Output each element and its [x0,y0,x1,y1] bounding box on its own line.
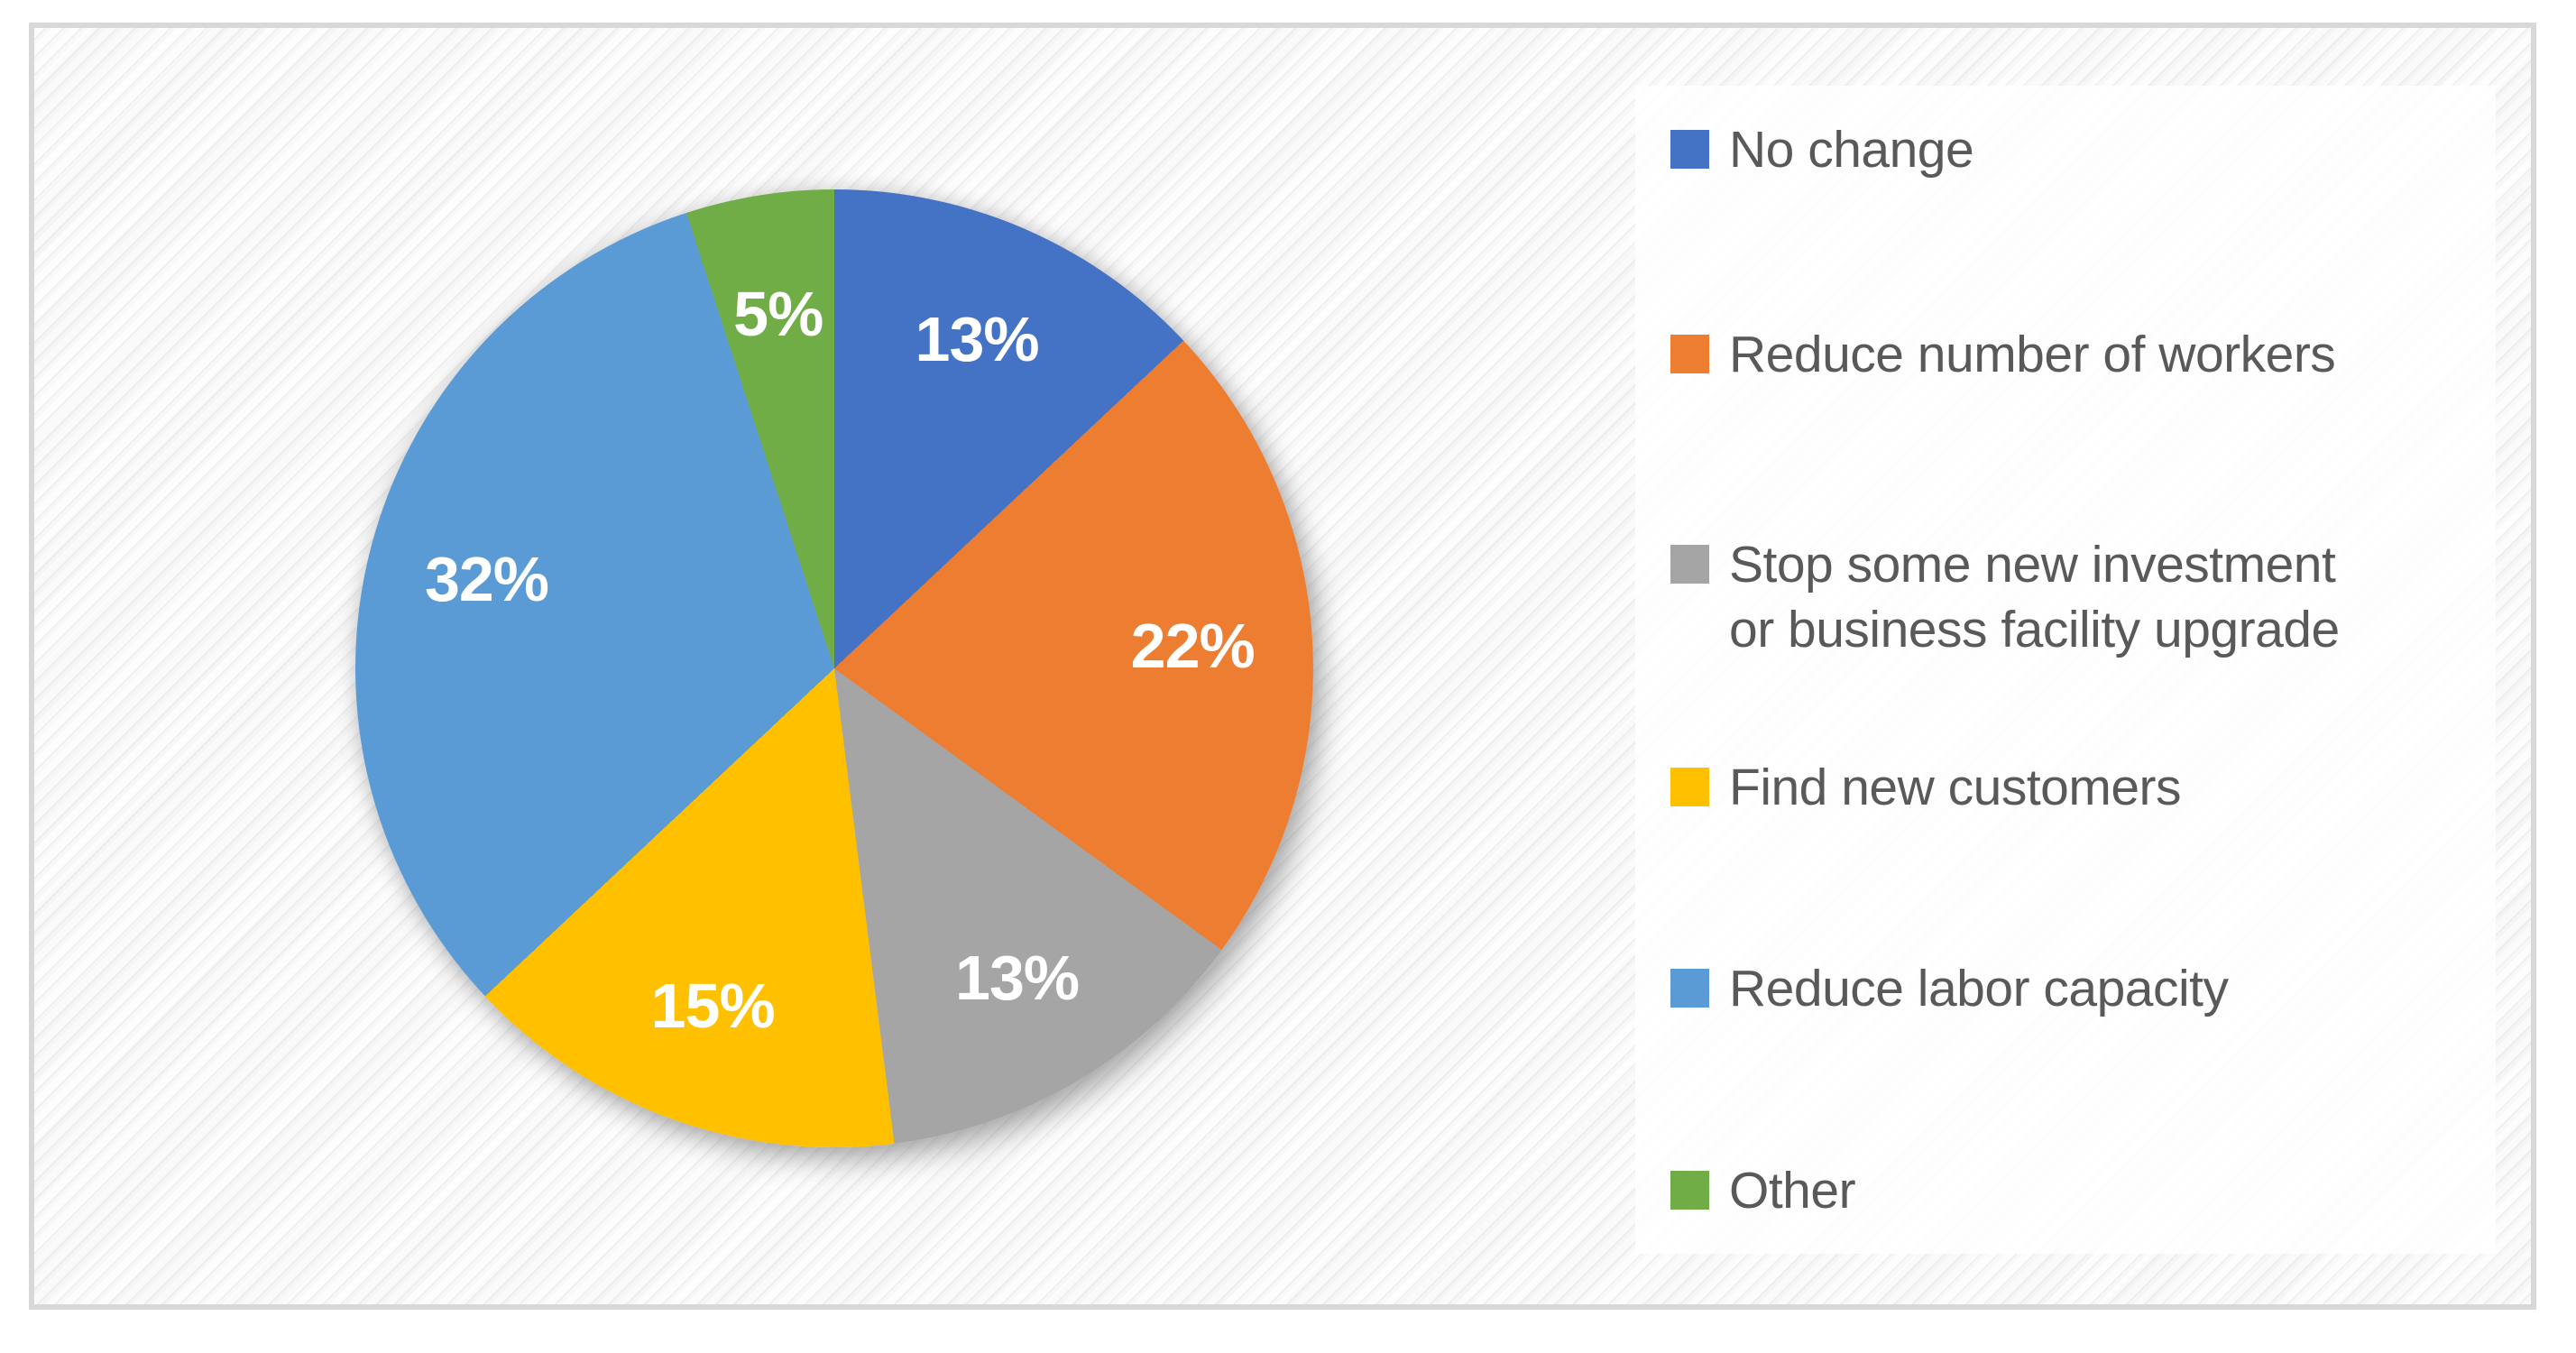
pie-data-label-no-change: 13% [915,303,1040,374]
legend-item-label: Stop some new investment or business faci… [1729,536,2340,658]
pie-data-label-other: 5% [733,278,823,349]
pie-data-label-find-new-customers: 15% [650,971,776,1042]
legend-swatch-icon [1670,545,1709,584]
legend-item-label: Reduce labor capacity [1729,960,2229,1017]
legend-item-stop-some-new-investment-or-business-fac: Stop some new investment or business faci… [1670,532,2473,662]
legend-item-label: Reduce number of workers [1729,326,2336,383]
pie-chart: 13% 22% 13% 15% 32% 5% [355,189,1313,1147]
chart-legend: No change Reduce number of workers Stop so… [1635,86,2496,1254]
legend-swatch-icon [1670,130,1709,169]
legend-item-reduce-number-of-workers: Reduce number of workers [1670,322,2473,387]
legend-swatch-icon [1670,1171,1709,1210]
legend-item-find-new-customers: Find new customers [1670,755,2473,820]
legend-item-reduce-labor-capacity: Reduce labor capacity [1670,956,2473,1021]
legend-swatch-icon [1670,768,1709,806]
legend-swatch-icon [1670,969,1709,1008]
pie-data-label-stop-some-new-investment-or-business-fac: 13% [955,942,1080,1013]
legend-item-label: No change [1729,121,1974,179]
legend-item-other: Other [1670,1158,2473,1223]
pie-data-label-reduce-labor-capacity: 32% [424,544,549,615]
legend-swatch-icon [1670,335,1709,373]
pie-data-label-reduce-number-of-workers: 22% [1130,611,1256,681]
legend-item-label: Other [1729,1162,1856,1220]
legend-item-label: Find new customers [1729,759,2182,816]
legend-item-no-change: No change [1670,117,2473,182]
